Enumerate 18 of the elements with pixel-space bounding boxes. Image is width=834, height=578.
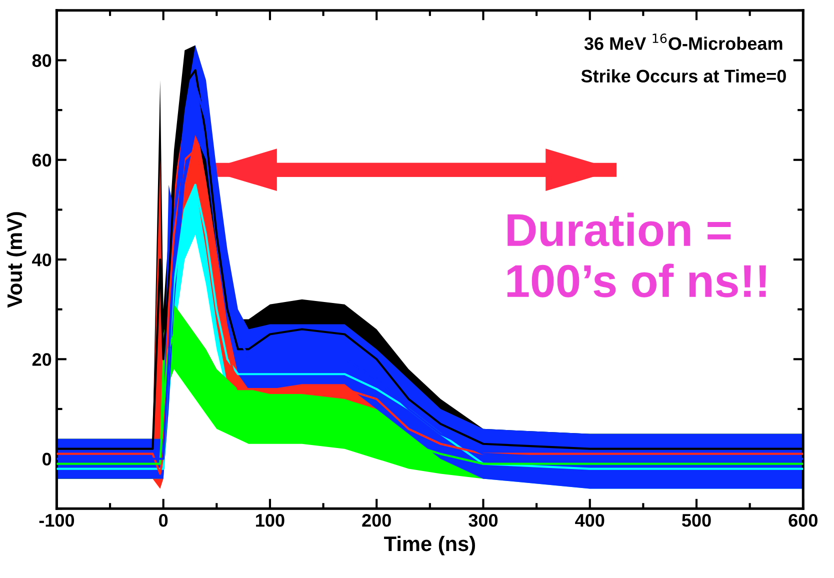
x-tick-label: 300	[468, 514, 498, 527]
x-tick-label: 400	[575, 514, 604, 527]
y-tick-label: 60	[32, 154, 52, 167]
x-tick-label: 100	[256, 514, 284, 527]
y-tick-label: 80	[32, 54, 52, 67]
x-axis-title: Time (ns)	[384, 536, 476, 556]
y-tick-label: 0	[42, 452, 52, 466]
y-tick-label: 20	[32, 353, 52, 366]
x-tick-label: -100	[39, 514, 74, 527]
annotation: 36 MeV $^{16}$O-Microbeam	[584, 34, 782, 50]
annotation: Strike Occurs at Time=0	[581, 69, 786, 83]
annotation: Duration = 100’s of ns!!	[507, 212, 766, 298]
y-axis-title: Vout (mV)	[6, 212, 26, 308]
x-tick-label: 0	[159, 514, 168, 527]
x-tick-label: 200	[362, 514, 391, 527]
x-tick-label: 600	[788, 514, 818, 527]
x-tick-label: 500	[682, 514, 711, 527]
y-tick-label: 40	[32, 253, 52, 266]
